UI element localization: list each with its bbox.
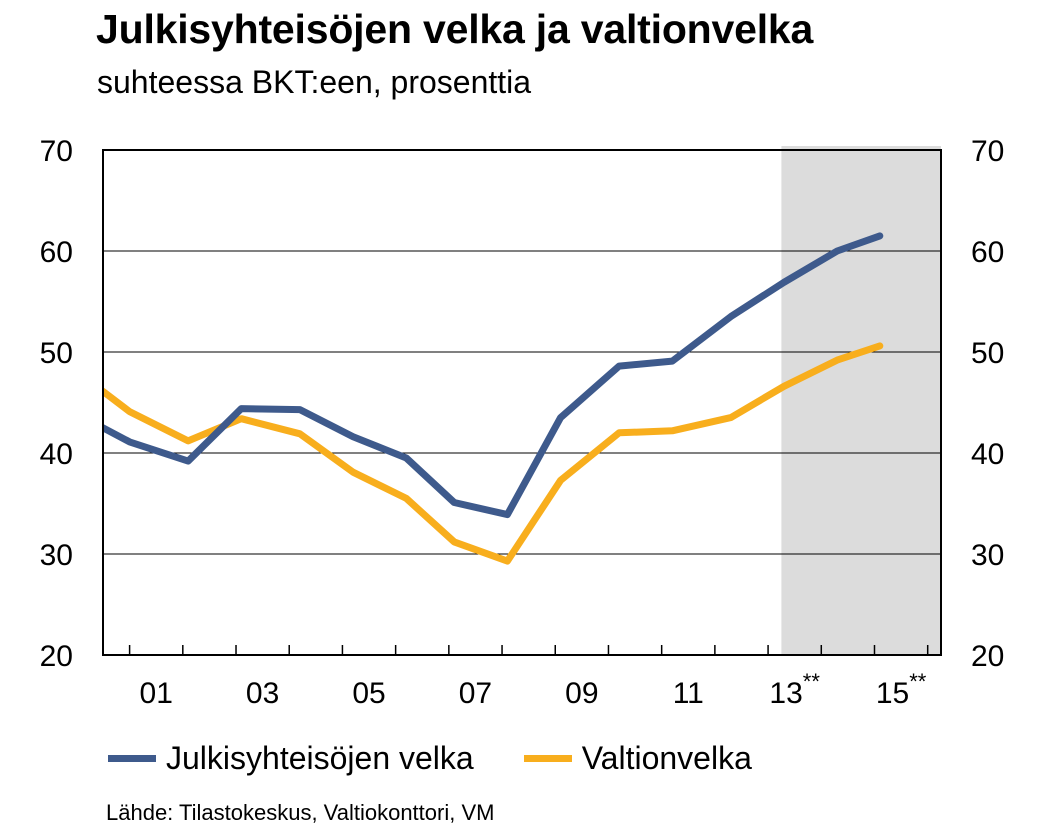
chart-subtitle: suhteessa BKT:een, prosenttia: [97, 64, 532, 100]
legend-swatch-julkisyhteisot: [108, 755, 156, 762]
x-tick-label-text: 03: [246, 677, 279, 710]
line-chart: 20 30 40 50 60 70 20 30 40 50 60 70 01 03 05 07 09 11 13…: [40, 135, 1005, 710]
y-tick-label-left: 40: [40, 438, 73, 471]
y-tick-label-left: 30: [40, 539, 73, 572]
x-tick-label: 01: [140, 677, 173, 710]
x-tick-label-text: 15: [876, 677, 909, 710]
legend: Julkisyhteisöjen velka Valtionvelka: [108, 740, 802, 777]
forecast-shade: [781, 146, 941, 655]
y-tick-label-right: 60: [971, 236, 1004, 269]
y-tick-label-right: 30: [971, 539, 1004, 572]
y-axis-left: 20 30 40 50 60 70: [40, 135, 73, 673]
series-lines: [103, 232, 884, 565]
x-tick-label-text: 09: [565, 677, 598, 710]
legend-item-valtionvelka: Valtionvelka: [523, 740, 752, 777]
x-tick-label-text: 01: [140, 677, 173, 710]
grid-lines: [103, 250, 941, 555]
x-axis: 01 03 05 07 09 11 13** 15**: [140, 669, 927, 710]
y-tick-label-right: 50: [971, 337, 1004, 370]
x-tick-label-text: 07: [459, 677, 492, 710]
y-tick-label-right: 70: [971, 135, 1004, 168]
x-tick-label: 15**: [876, 669, 927, 710]
source-note: Lähde: Tilastokeskus, Valtiokonttori, VM: [106, 800, 495, 825]
chart-title: Julkisyhteisöjen velka ja valtionvelka: [96, 6, 814, 52]
y-axis-right: 20 30 40 50 60 70: [971, 135, 1004, 673]
series-line-julkisyhteisot: [103, 232, 884, 519]
x-tick-label-sup: **: [909, 669, 927, 694]
x-tick-label-text: 05: [352, 677, 385, 710]
legend-item-julkisyhteisot: Julkisyhteisöjen velka: [108, 740, 474, 777]
y-tick-label-left: 20: [40, 640, 73, 673]
legend-label-julkisyhteisot: Julkisyhteisöjen velka: [166, 740, 474, 776]
x-tick-label: 11: [673, 677, 704, 710]
x-tick-label: 07: [459, 677, 492, 710]
legend-label-valtionvelka: Valtionvelka: [581, 740, 752, 776]
x-tick-label-sup: **: [803, 669, 821, 694]
y-tick-label-right: 40: [971, 438, 1004, 471]
x-tick-label: 03: [246, 677, 279, 710]
y-tick-label-left: 70: [40, 135, 73, 168]
y-tick-label-right: 20: [971, 640, 1004, 673]
x-tick-label-text: 13: [769, 677, 802, 710]
x-tick-label: 09: [565, 677, 598, 710]
x-tick-label: 13**: [769, 669, 820, 710]
x-tick-marks: [128, 645, 929, 655]
x-tick-label-text: 11: [673, 677, 704, 710]
plot-frame: [102, 149, 942, 656]
y-tick-label-left: 50: [40, 337, 73, 370]
series-line-valtionvelka: [103, 342, 884, 565]
legend-swatch-valtionvelka: [523, 755, 572, 762]
y-tick-label-left: 60: [40, 236, 73, 269]
x-tick-label: 05: [352, 677, 385, 710]
